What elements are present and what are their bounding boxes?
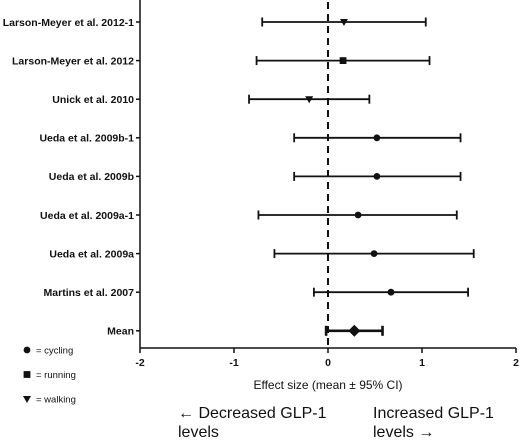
forest-row: Larson-Meyer et al. 2012 [12, 55, 431, 67]
legend-label: = walking [36, 395, 76, 406]
legend-label: = running [36, 370, 76, 381]
decreased-annotation: ← Decreased GLP-1 levels [178, 405, 327, 441]
study-label: Larson-Meyer et al. 2012 [12, 55, 134, 67]
forest-row: Ueda et al. 2009b [49, 171, 462, 183]
study-rows: Larson-Meyer et al. 2012-1 Larson-Meyer e… [3, 17, 475, 338]
forest-row: Ueda et al. 2009b-1 [39, 133, 462, 145]
legend-marker [23, 371, 31, 378]
legend-marker [23, 396, 31, 403]
forest-row: Mean [107, 324, 384, 338]
x-axis-title: Effect size (mean ± 95% CI) [253, 378, 402, 392]
study-label: Unick et al. 2010 [52, 94, 134, 106]
increased-annotation: Increased GLP-1 levels → [373, 405, 494, 441]
legend-item: = walking [23, 395, 76, 406]
legend-marker [23, 346, 31, 354]
effect-marker [339, 19, 348, 26]
study-label: Martins et al. 2007 [44, 287, 135, 299]
study-label: Ueda et al. 2009a-1 [40, 210, 134, 222]
legend: = cycling = running = walking [23, 346, 76, 406]
effect-marker [387, 288, 395, 296]
effect-marker [373, 173, 381, 180]
effect-marker [354, 211, 362, 219]
effect-marker [373, 134, 381, 142]
forest-row: Ueda et al. 2009a [49, 248, 475, 260]
study-label: Mean [107, 326, 134, 338]
legend-item: = cycling [23, 346, 73, 357]
legend-label: = cycling [36, 346, 73, 357]
legend-item: = running [23, 370, 76, 381]
x-tick-label: 0 [325, 357, 331, 369]
forest-row: Unick et al. 2010 [52, 94, 371, 106]
forest-row: Larson-Meyer et al. 2012-1 [3, 17, 427, 29]
x-tick-label: 2 [513, 357, 519, 369]
study-label: Ueda et al. 2009a [49, 248, 134, 260]
x-tick-label: -2 [135, 357, 144, 369]
effect-marker [370, 250, 378, 257]
effect-marker [305, 96, 314, 104]
x-axis-ticks: -2 -1 0 1 2 [135, 348, 519, 369]
study-label: Larson-Meyer et al. 2012-1 [3, 17, 134, 29]
effect-marker [339, 57, 347, 64]
x-tick-label: -1 [229, 357, 238, 369]
study-label: Ueda et al. 2009b [49, 171, 134, 183]
summary-diamond [348, 324, 361, 337]
study-label: Ueda et al. 2009b-1 [39, 133, 134, 145]
forest-row: Martins et al. 2007 [44, 287, 469, 299]
forest-row: Ueda et al. 2009a-1 [40, 210, 458, 222]
x-tick-label: 1 [419, 357, 425, 369]
